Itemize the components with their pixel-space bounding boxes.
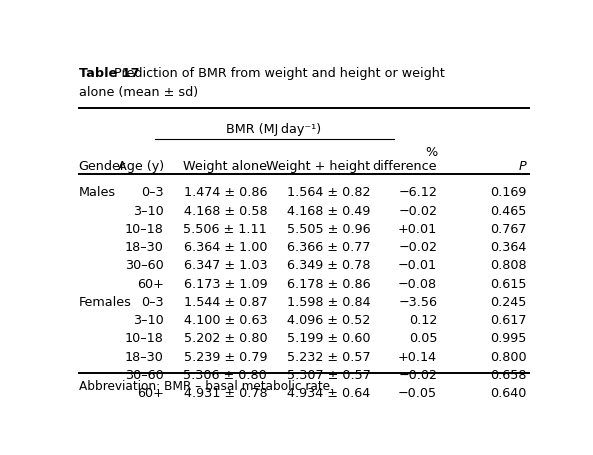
- Text: Weight + height: Weight + height: [266, 160, 371, 173]
- Text: 60+: 60+: [137, 277, 164, 290]
- Text: 0–3: 0–3: [141, 295, 164, 308]
- Text: −0.02: −0.02: [398, 204, 437, 217]
- Text: −0.01: −0.01: [398, 259, 437, 272]
- Text: 6.349 ± 0.78: 6.349 ± 0.78: [287, 259, 371, 272]
- Text: −0.08: −0.08: [398, 277, 437, 290]
- Text: Prediction of BMR from weight and height or weight: Prediction of BMR from weight and height…: [110, 67, 445, 80]
- Text: 5.232 ± 0.57: 5.232 ± 0.57: [287, 350, 371, 363]
- Text: 1.598 ± 0.84: 1.598 ± 0.84: [287, 295, 371, 308]
- Text: Females: Females: [79, 295, 132, 308]
- Text: Gender: Gender: [79, 160, 126, 173]
- Text: 5.199 ± 0.60: 5.199 ± 0.60: [287, 332, 371, 345]
- Text: 5.506 ± 1.11: 5.506 ± 1.11: [183, 222, 267, 235]
- Text: 0.364: 0.364: [490, 241, 527, 253]
- Text: 30–60: 30–60: [125, 368, 164, 381]
- Text: BMR (MJ day⁻¹): BMR (MJ day⁻¹): [227, 123, 321, 136]
- Text: 6.364 ± 1.00: 6.364 ± 1.00: [184, 241, 267, 253]
- Text: 0.767: 0.767: [490, 222, 527, 235]
- Text: P: P: [519, 160, 527, 173]
- Text: 6.173 ± 1.09: 6.173 ± 1.09: [183, 277, 267, 290]
- Text: %: %: [425, 146, 437, 159]
- Text: 0.617: 0.617: [490, 313, 527, 327]
- Text: 10–18: 10–18: [125, 332, 164, 345]
- Text: 5.505 ± 0.96: 5.505 ± 0.96: [287, 222, 371, 235]
- Text: 6.366 ± 0.77: 6.366 ± 0.77: [287, 241, 371, 253]
- Text: 3–10: 3–10: [133, 313, 164, 327]
- Text: 0.800: 0.800: [490, 350, 527, 363]
- Text: 0–3: 0–3: [141, 186, 164, 199]
- Text: 6.347 ± 1.03: 6.347 ± 1.03: [183, 259, 267, 272]
- Text: 4.168 ± 0.49: 4.168 ± 0.49: [287, 204, 371, 217]
- Text: 1.474 ± 0.86: 1.474 ± 0.86: [184, 186, 267, 199]
- Text: 1.544 ± 0.87: 1.544 ± 0.87: [183, 295, 267, 308]
- Text: 4.931 ± 0.78: 4.931 ± 0.78: [183, 386, 267, 399]
- Text: 1.564 ± 0.82: 1.564 ± 0.82: [287, 186, 371, 199]
- Text: −0.05: −0.05: [398, 386, 437, 399]
- Text: 0.245: 0.245: [490, 295, 527, 308]
- Text: 0.808: 0.808: [490, 259, 527, 272]
- Text: Age (y): Age (y): [117, 160, 164, 173]
- Text: 5.307 ± 0.57: 5.307 ± 0.57: [286, 368, 371, 381]
- Text: 6.178 ± 0.86: 6.178 ± 0.86: [287, 277, 371, 290]
- Text: 5.239 ± 0.79: 5.239 ± 0.79: [184, 350, 267, 363]
- Text: alone (mean ± sd): alone (mean ± sd): [79, 86, 198, 99]
- Text: 30–60: 30–60: [125, 259, 164, 272]
- Text: 0.640: 0.640: [490, 386, 527, 399]
- Text: −6.12: −6.12: [398, 186, 437, 199]
- Text: Abbreviation: BMR – basal metabolic rate.: Abbreviation: BMR – basal metabolic rate…: [79, 379, 333, 392]
- Text: 0.615: 0.615: [490, 277, 527, 290]
- Text: 18–30: 18–30: [125, 241, 164, 253]
- Text: 60+: 60+: [137, 386, 164, 399]
- Text: 5.306 ± 0.80: 5.306 ± 0.80: [183, 368, 267, 381]
- Text: −3.56: −3.56: [398, 295, 437, 308]
- Text: Table 17: Table 17: [79, 67, 139, 80]
- Text: 0.995: 0.995: [490, 332, 527, 345]
- Text: 10–18: 10–18: [125, 222, 164, 235]
- Text: 4.100 ± 0.63: 4.100 ± 0.63: [183, 313, 267, 327]
- Text: 0.12: 0.12: [409, 313, 437, 327]
- Text: 0.658: 0.658: [490, 368, 527, 381]
- Text: Males: Males: [79, 186, 116, 199]
- Text: +0.01: +0.01: [398, 222, 437, 235]
- Text: −0.02: −0.02: [398, 368, 437, 381]
- Text: difference: difference: [372, 160, 437, 173]
- Text: 0.169: 0.169: [490, 186, 527, 199]
- Text: 0.05: 0.05: [409, 332, 437, 345]
- Text: 0.465: 0.465: [490, 204, 527, 217]
- Text: 4.934 ± 0.64: 4.934 ± 0.64: [287, 386, 371, 399]
- Text: 18–30: 18–30: [125, 350, 164, 363]
- Text: 4.168 ± 0.58: 4.168 ± 0.58: [183, 204, 267, 217]
- Text: 5.202 ± 0.80: 5.202 ± 0.80: [183, 332, 267, 345]
- Text: +0.14: +0.14: [398, 350, 437, 363]
- Text: −0.02: −0.02: [398, 241, 437, 253]
- Text: 4.096 ± 0.52: 4.096 ± 0.52: [287, 313, 371, 327]
- Text: 3–10: 3–10: [133, 204, 164, 217]
- Text: Weight alone: Weight alone: [183, 160, 267, 173]
